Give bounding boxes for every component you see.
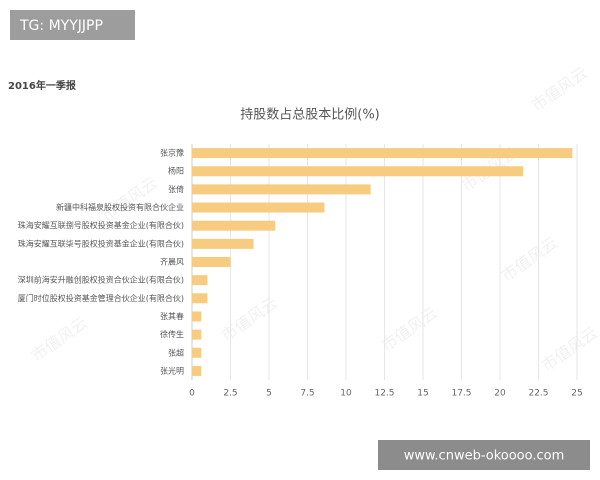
y-tick-label: 张光明 [160, 365, 184, 375]
bar [192, 311, 202, 322]
bar [192, 184, 371, 195]
x-tick-label: 15 [417, 389, 428, 399]
bar [192, 238, 254, 249]
x-tick-label: 17.5 [451, 389, 471, 399]
y-tick-label: 珠海安耀互联捌号股权投资基金企业(有限合伙) [18, 220, 184, 230]
bar [192, 257, 231, 267]
badge-box [10, 10, 135, 40]
y-tick-label: 杨阳 [168, 166, 184, 176]
bar [192, 365, 202, 376]
y-tick-label: 张京豫 [160, 148, 184, 158]
bar [192, 166, 524, 177]
y-tick-label: 珠海安耀互联柒号股权投资基金企业(有限合伙) [18, 238, 184, 248]
y-tick-label: 新疆中科福泉股权投资有限合伙企业 [56, 202, 184, 212]
y-tick-label: 张倚 [168, 184, 184, 194]
chart-subtitle: 2016年一季报 [8, 79, 76, 92]
bar [192, 220, 276, 231]
y-tick-label: 张超 [168, 347, 184, 357]
bar [192, 275, 208, 286]
x-tick-label: 22.5 [528, 389, 548, 399]
x-tick-label: 2.5 [223, 389, 237, 399]
x-tick-label: 10 [340, 389, 352, 399]
y-tick-label: 齐晨风 [160, 257, 184, 267]
footer-box [378, 440, 590, 470]
y-tick-label: 厦门时位股权投资基金管理合伙企业(有限合伙) [18, 293, 184, 303]
bar [192, 329, 202, 340]
x-tick-label: 5 [266, 389, 272, 399]
bar [192, 293, 208, 304]
badge: TG: MYYJJPP [19, 18, 103, 34]
x-tick-label: 25 [571, 389, 582, 399]
x-tick-label: 7.5 [300, 389, 314, 399]
y-tick-label: 深圳前海安升融创股权投资合伙企业(有限合伙) [18, 275, 184, 285]
y-tick-label: 徐传生 [160, 329, 184, 339]
footer: www.cnweb-okoooo.com [404, 449, 565, 464]
x-tick-label: 12.5 [374, 389, 394, 399]
bar [192, 347, 202, 358]
bar [192, 202, 325, 213]
chart-title: 持股数占总股本比例(%) [240, 108, 380, 123]
y-tick-label: 张其春 [160, 311, 184, 321]
x-tick-label: 20 [494, 389, 506, 399]
bar [192, 148, 573, 159]
x-tick-label: 0 [189, 389, 195, 399]
